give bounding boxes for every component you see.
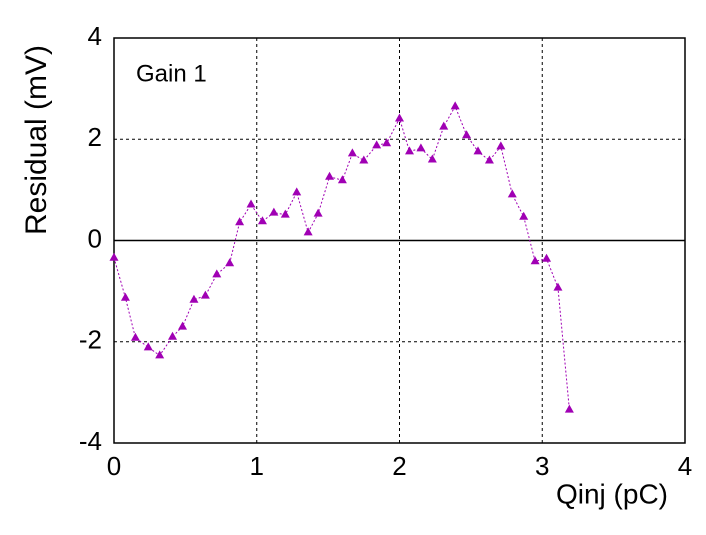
- data-point: [462, 130, 472, 139]
- data-point: [542, 253, 552, 262]
- data-point: [292, 187, 302, 196]
- data-point: [189, 294, 199, 303]
- data-point: [168, 331, 178, 340]
- y-tick-label: 4: [88, 21, 102, 51]
- data-point: [337, 175, 347, 184]
- data-point: [347, 148, 357, 157]
- x-tick-label: 4: [678, 451, 692, 481]
- y-tick-label: -4: [79, 426, 102, 456]
- data-point: [200, 290, 210, 299]
- data-point: [507, 189, 517, 198]
- y-tick-label: 0: [88, 223, 102, 253]
- data-point: [269, 207, 279, 216]
- data-point: [246, 199, 256, 208]
- data-point: [530, 256, 540, 265]
- data-point: [496, 141, 506, 150]
- data-point: [359, 155, 369, 164]
- x-tick-label: 2: [392, 451, 406, 481]
- data-point: [280, 209, 290, 218]
- data-point: [257, 216, 267, 225]
- annotation: Gain 1: [136, 60, 207, 87]
- plot-frame: [113, 37, 686, 444]
- data-point: [427, 154, 437, 163]
- data-point: [212, 269, 222, 278]
- x-tick-label: 0: [107, 451, 121, 481]
- y-axis-label: Residual (mV): [20, 45, 53, 235]
- data-point: [178, 321, 188, 330]
- data-point: [395, 113, 404, 122]
- x-tick-label: 3: [535, 451, 549, 481]
- data-point: [325, 171, 335, 180]
- data-point: [416, 143, 426, 152]
- data-point: [519, 211, 529, 220]
- data-point: [120, 292, 130, 301]
- x-tick-label: 1: [250, 451, 264, 481]
- data-point: [372, 140, 382, 149]
- data-point: [155, 350, 165, 359]
- data-point: [404, 146, 414, 155]
- data-point: [564, 404, 574, 413]
- data-point: [235, 217, 245, 226]
- data-point: [109, 252, 119, 261]
- x-axis-label: Qinj (pC): [556, 478, 668, 509]
- data-point: [143, 342, 153, 351]
- data-point: [313, 208, 323, 217]
- data-point: [553, 282, 563, 291]
- data-point: [225, 258, 235, 267]
- data-point: [473, 146, 483, 155]
- data-point: [450, 101, 460, 110]
- data-point: [382, 138, 392, 147]
- y-tick-label: 2: [88, 122, 102, 152]
- data-point: [303, 227, 313, 236]
- data-point: [439, 121, 449, 130]
- y-tick-label: -2: [79, 325, 102, 355]
- series-line: [113, 105, 570, 410]
- data-point: [130, 332, 140, 341]
- data-point: [484, 155, 494, 164]
